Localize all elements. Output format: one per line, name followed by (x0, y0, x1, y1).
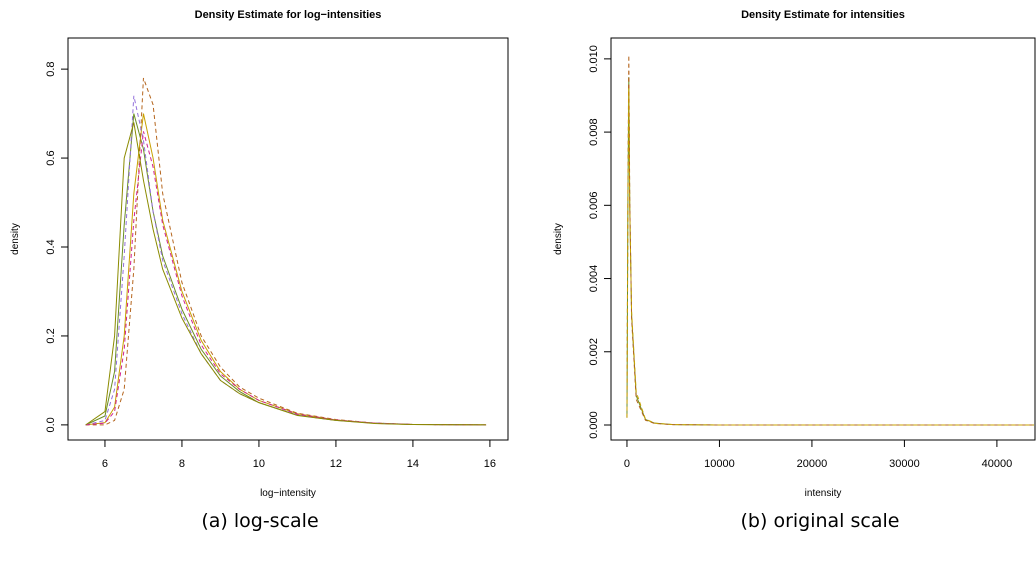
x-axis-label: intensity (805, 488, 842, 499)
y-tick-label: 0.2 (45, 328, 57, 343)
x-tick-label: 10 (253, 458, 265, 470)
y-axis-label: density (553, 223, 564, 255)
y-tick-label: 0.4 (45, 239, 57, 254)
density-line (85, 113, 487, 426)
x-tick-label: 20000 (797, 458, 828, 470)
y-tick-label: 0.006 (588, 192, 600, 220)
x-tick-label: 40000 (982, 458, 1013, 470)
x-tick-label: 16 (484, 458, 496, 470)
chart-title: Density Estimate for log−intensities (195, 9, 382, 21)
density-line (85, 77, 487, 426)
density-line (85, 122, 487, 426)
y-tick-label: 0.008 (588, 118, 600, 146)
y-tick-label: 0.002 (588, 338, 600, 366)
x-axis-label: log−intensity (260, 488, 316, 499)
density-line (626, 77, 1034, 426)
density-line (85, 95, 487, 426)
y-tick-label: 0.8 (45, 61, 57, 76)
y-tick-label: 0.0 (45, 417, 57, 432)
x-tick-label: 6 (102, 458, 108, 470)
x-tick-label: 8 (179, 458, 185, 470)
y-tick-label: 0.000 (588, 411, 600, 439)
density-line (85, 131, 487, 426)
y-tick-label: 0.6 (45, 150, 57, 165)
x-tick-label: 14 (407, 458, 419, 470)
caption: (b) original scale (741, 510, 900, 532)
density-line (626, 55, 1034, 426)
x-tick-label: 10000 (704, 458, 735, 470)
plot-frame (67, 37, 509, 441)
density-line (85, 113, 487, 426)
caption: (a) log-scale (201, 510, 318, 532)
y-axis-label: density (10, 223, 21, 255)
chart-title: Density Estimate for intensities (741, 9, 905, 21)
density-line (626, 88, 1034, 426)
plot-frame (610, 37, 1036, 441)
x-tick-label: 0 (624, 458, 630, 470)
y-tick-label: 0.010 (588, 45, 600, 73)
x-tick-label: 12 (330, 458, 342, 470)
x-tick-label: 30000 (889, 458, 920, 470)
y-tick-label: 0.004 (588, 265, 600, 293)
